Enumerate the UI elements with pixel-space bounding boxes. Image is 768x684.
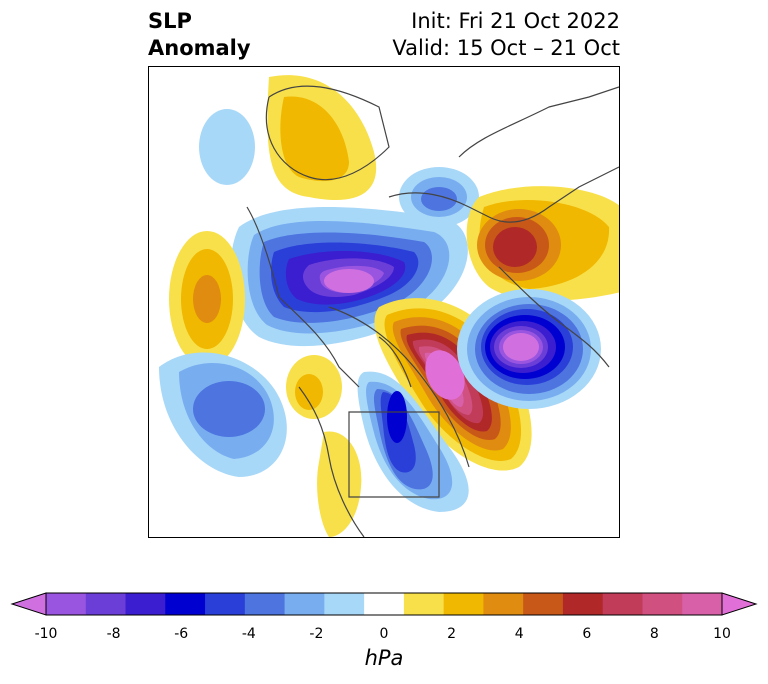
slp-anomaly-high-north-atlantic [374, 298, 532, 471]
coastlines [246, 85, 619, 537]
colorbar-cell [443, 593, 484, 615]
slp-anomaly-low-eastern-north-america [357, 371, 469, 512]
slp-anomaly-high-north-pacific-top [267, 75, 377, 200]
slp-anomaly-low-western-europe [457, 289, 601, 409]
colorbar-cell [244, 593, 286, 615]
colorbar-tick-label: 6 [582, 626, 592, 642]
title-subvariable: Anomaly [148, 36, 251, 60]
colorbar-cell [483, 593, 524, 615]
colorbar-tick-label: -10 [34, 626, 58, 642]
colorbar-cell [125, 593, 166, 615]
colorbar-cell [205, 593, 246, 615]
colorbar-tick-label: -6 [174, 626, 189, 642]
slp-anomaly-high-east-pacific [169, 231, 245, 367]
colorbar-tick-label: 10 [713, 626, 731, 642]
map-title: SLP Anomaly [148, 8, 251, 62]
colorbar-tick-label: 4 [514, 626, 524, 642]
valid-range: Valid: 15 Oct – 21 Oct [392, 36, 620, 60]
map-dates: Init: Fri 21 Oct 2022 Valid: 15 Oct – 21… [392, 8, 620, 62]
colorbar-cell [602, 593, 643, 615]
colorbar-extend-min [10, 592, 47, 616]
colorbar-cell [85, 593, 127, 615]
colorbar-border [45, 592, 723, 616]
colorbar-unit-label: hPa [364, 646, 404, 670]
colorbar-extend-max [721, 592, 758, 616]
colorbar-tick-label: -4 [241, 626, 256, 642]
colorbar-cell [364, 593, 405, 615]
colorbar-cell [324, 593, 365, 615]
slp-anomaly-high-siberia [466, 186, 619, 301]
colorbar-tick-label: 8 [649, 626, 659, 642]
title-variable: SLP [148, 9, 192, 33]
slp-anomaly-map [159, 75, 619, 537]
init-date: Init: Fri 21 Oct 2022 [411, 9, 620, 33]
colorbar-cell [46, 593, 87, 615]
map-panel [148, 66, 620, 538]
colorbar-tick-label: 2 [447, 626, 457, 642]
slp-anomaly-low-small-west [199, 109, 255, 185]
colorbar-cell [682, 593, 723, 615]
colorbar-cell [284, 593, 325, 615]
slp-anomaly-low-greenland [399, 167, 479, 227]
colorbar-tick-label: -8 [106, 626, 121, 642]
colorbar-cell [562, 593, 604, 615]
slp-anomaly-high-north-canada [286, 355, 342, 419]
colorbar [10, 592, 758, 616]
colorbar-tick-label: -2 [309, 626, 324, 642]
colorbar-cell [523, 593, 564, 615]
slp-anomaly-low-subtropical-pacific [159, 352, 287, 477]
colorbar-cell [403, 593, 445, 615]
colorbar-tick-label: 0 [379, 626, 389, 642]
colorbar-cell [165, 593, 206, 615]
slp-anomaly-high-us-west [317, 431, 362, 537]
colorbar-cell [642, 593, 683, 615]
